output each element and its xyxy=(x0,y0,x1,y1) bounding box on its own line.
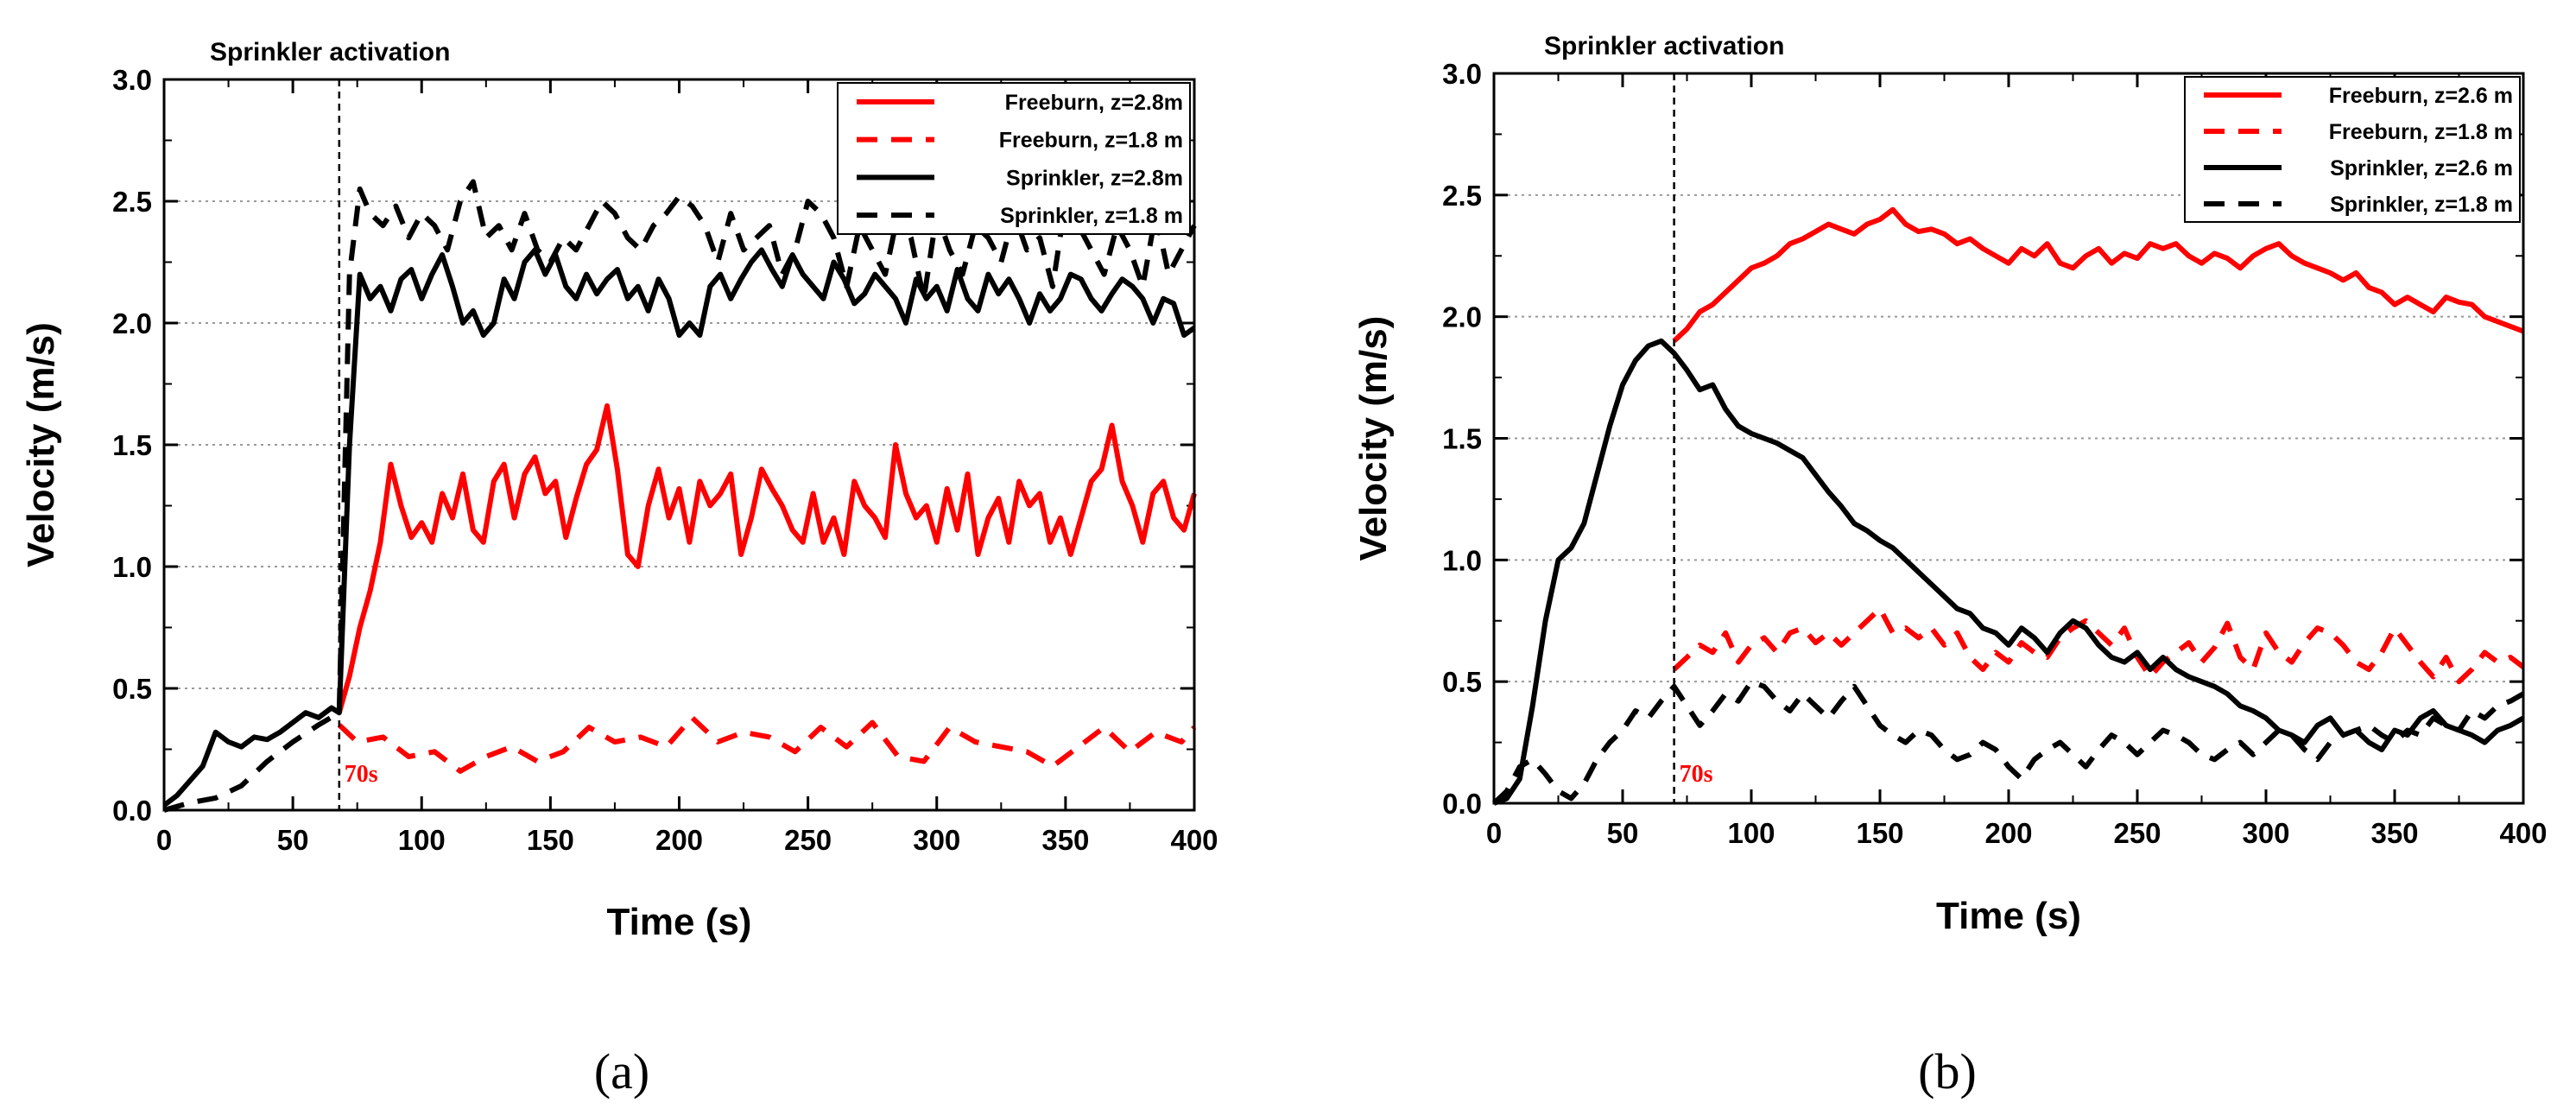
chart-1-panel-caption: (b) xyxy=(1918,1043,1977,1099)
chart-1-series-0-line xyxy=(1672,206,2525,343)
chart-0: 0.0 0.5 1.0 1.5 2.0 2.5 3.0 0 50 100 150 200 250 300 3… xyxy=(20,38,1218,1099)
chart-1-x-tick-label: 0 xyxy=(1486,817,1502,849)
chart-1-y-tick-label: 0.0 xyxy=(1442,788,1482,820)
chart-0-y-tick-label: 3.0 xyxy=(112,64,152,96)
chart-0-x-tick-label: 350 xyxy=(1041,824,1089,856)
chart-1-series-2-line xyxy=(1492,338,2525,806)
chart-1-x-tick-label: 50 xyxy=(1607,817,1639,849)
chart-0-legend-label-1: Freeburn, z=1.8 m xyxy=(999,129,1183,153)
chart-1-x-tick-label: 250 xyxy=(2113,817,2161,849)
chart-0-activation-time-label: 70s xyxy=(345,761,378,788)
chart-0-x-tick-label: 50 xyxy=(277,824,309,856)
chart-0-x-tick-label: 400 xyxy=(1170,824,1218,856)
chart-1-legend-box xyxy=(2184,76,2521,223)
chart-0-y-axis-title: Velocity (m/s) xyxy=(20,322,62,567)
chart-1-series-3-line xyxy=(1491,679,2525,806)
chart-1-x-tick-label: 300 xyxy=(2242,817,2289,849)
chart-0-legend-label-2: Sprinkler, z=2.8m xyxy=(1006,166,1183,190)
chart-1-annotation: Sprinkler activation xyxy=(1544,32,1784,60)
chart-0-x-tick-label: 250 xyxy=(784,824,832,856)
chart-0-series-0-line xyxy=(336,402,1197,714)
chart-0-x-tick-label: 200 xyxy=(655,824,703,856)
chart-0-series-3-line xyxy=(163,179,1197,813)
chart-0-x-tick-label: 300 xyxy=(913,824,960,856)
chart-1-legend-label-1: Freeburn, z=1.8 m xyxy=(2329,120,2513,144)
chart-1: 0.0 0.5 1.0 1.5 2.0 2.5 3.0 0 50 100 150 200 250 300 3… xyxy=(1352,32,2548,1099)
chart-0-series-2-line xyxy=(162,247,1196,808)
chart-0-y-tick-label: 0.5 xyxy=(112,673,152,705)
chart-1-x-tick-label: 350 xyxy=(2370,817,2418,849)
chart-1-legend-label-2: Sprinkler, z=2.6 m xyxy=(2330,156,2513,181)
chart-1-y-tick-label: 0.5 xyxy=(1442,666,1482,698)
chart-0-x-tick-label: 0 xyxy=(156,824,172,856)
chart-0-y-tick-label: 2.5 xyxy=(112,186,152,218)
chart-0-series-1-line xyxy=(337,714,1197,774)
chart-0-plot-frame xyxy=(162,78,1196,812)
chart-1-y-axis-title: Velocity (m/s) xyxy=(1352,316,1395,561)
chart-0-legend-label-0: Freeburn, z=2.8m xyxy=(1005,91,1183,115)
chart-0-y-tick-label: 1.5 xyxy=(112,429,152,461)
chart-0-y-tick-label: 1.0 xyxy=(112,551,152,583)
chart-0-annotation: Sprinkler activation xyxy=(210,38,450,67)
chart-1-x-tick-label: 400 xyxy=(2499,817,2547,849)
chart-1-y-tick-label: 3.0 xyxy=(1442,58,1482,90)
chart-1-series-1-line xyxy=(1672,605,2525,685)
chart-1-y-tick-label: 2.0 xyxy=(1442,301,1482,333)
chart-1-x-tick-label: 150 xyxy=(1856,817,1903,849)
chart-1-y-tick-label: 1.0 xyxy=(1442,544,1482,576)
chart-1-legend-label-3: Sprinkler, z=1.8 m xyxy=(2330,193,2513,217)
chart-0-y-tick-label: 0.0 xyxy=(112,795,152,827)
chart-1-x-tick-label: 200 xyxy=(1984,817,2032,849)
chart-0-panel-caption: (a) xyxy=(594,1043,649,1099)
chart-1-y-tick-label: 1.5 xyxy=(1442,423,1482,455)
chart-0-legend-box xyxy=(837,82,1191,235)
chart-1-activation-time-label: 70s xyxy=(1680,761,1713,788)
chart-1-plot-frame xyxy=(1492,72,2525,805)
chart-1-y-tick-label: 2.5 xyxy=(1442,180,1482,212)
chart-1-x-tick-label: 100 xyxy=(1727,817,1775,849)
chart-0-legend-label-3: Sprinkler, z=1.8 m xyxy=(1000,204,1183,228)
chart-0-x-tick-label: 150 xyxy=(527,824,574,856)
chart-1-legend-label-0: Freeburn, z=2.6 m xyxy=(2329,84,2513,108)
chart-0-x-tick-label: 100 xyxy=(398,824,446,856)
chart-1-x-axis-title: Time (s) xyxy=(1936,895,2081,937)
chart-0-x-axis-title: Time (s) xyxy=(607,901,752,943)
chart-0-y-tick-label: 2.0 xyxy=(112,307,152,339)
